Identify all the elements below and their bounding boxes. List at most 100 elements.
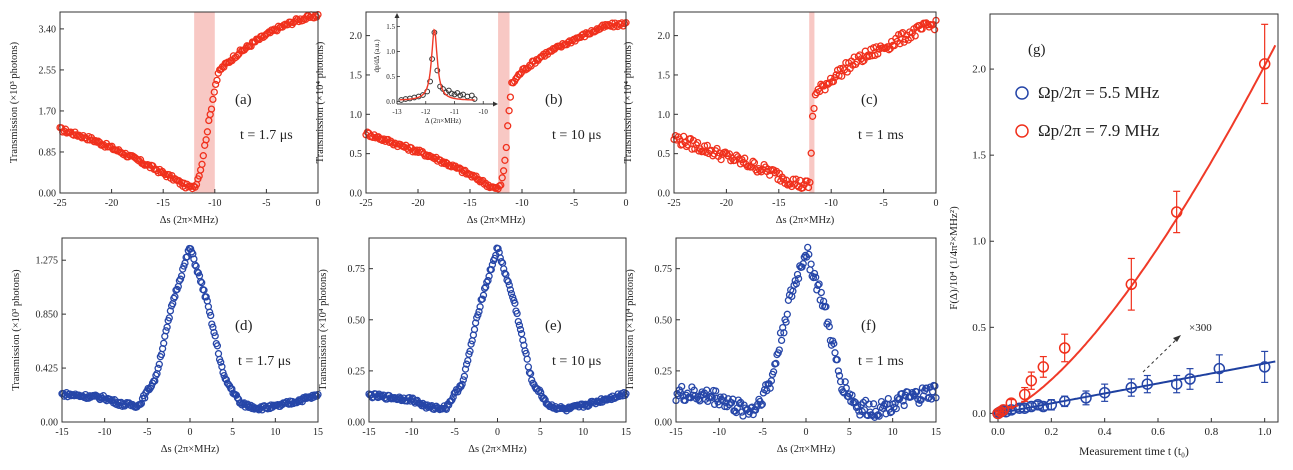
panel-d-xtick-label: 15 (313, 427, 323, 438)
panel-e-data-point (601, 396, 609, 404)
panel-a-data-point (202, 136, 210, 144)
panel-f-data-point (735, 399, 744, 408)
panel-b-data-point (505, 107, 513, 115)
panel-f-data-point (892, 404, 900, 413)
panel-e-data-point (524, 363, 533, 371)
panel-d-data-point (205, 308, 214, 316)
panel-b-data-point (506, 93, 515, 101)
panel-e-data-point (471, 319, 480, 327)
panel-f-data-point (708, 393, 716, 402)
panel-f-label: (f) (861, 318, 876, 334)
panel-e-data-point (461, 365, 470, 373)
panel-a-data-point (210, 88, 218, 96)
panel-c-data-point (700, 142, 709, 150)
panel-f-data-point (874, 411, 882, 419)
panel-b-ytick-label: 0.5 (350, 149, 363, 160)
panel-d-ylabel: Transmission (×10³ photons) (11, 269, 22, 391)
panel-d-xtick-label: -15 (55, 427, 68, 438)
panel-f-data-point (848, 391, 856, 399)
panel-b-xtick-label: 0 (624, 198, 629, 209)
panel-e-data-point (507, 289, 516, 298)
panel-e-data-point (511, 299, 519, 307)
panel-d-data-point (217, 358, 225, 366)
panel-e-data-point (525, 368, 534, 377)
panel-e-data-point (537, 388, 545, 397)
panel-a-xtick-label: -25 (53, 198, 66, 209)
panel-c-data-point (839, 64, 847, 72)
panel-f-xlabel: Δs (2π×MHz) (777, 444, 836, 455)
panel-g-data-point-blue (1125, 381, 1138, 394)
panel-b-data-point (468, 173, 476, 181)
inset-xtick-label: -10 (479, 108, 489, 116)
panel-e-xtick-label: -15 (362, 427, 375, 438)
panel-b-shaded-band (498, 12, 510, 193)
panel-f-data-point (805, 250, 813, 259)
panel-g-ytick-label: 1.5 (972, 150, 986, 162)
panel-g-ytick-label: 2.0 (972, 64, 986, 76)
panel-a-data-point (91, 137, 100, 145)
panel-e-data-point (621, 391, 629, 400)
panel-g: 0.0 0.2 0.4 0.6 0.8 1.0 0.0 0.5 1.0 1.5 2.0 Measure… (948, 13, 1279, 458)
inset-xtick-label: -11 (450, 108, 460, 116)
panel-g-data-point-red (1058, 342, 1071, 354)
panel-e-xtick-label: 5 (538, 427, 543, 438)
panel-b-data-point (501, 156, 509, 164)
panel-d-xtick-label: 5 (230, 427, 235, 438)
panel-f-data-point (833, 356, 841, 364)
panel-f-xtick-label: 5 (847, 427, 852, 438)
panel-e-data-point (514, 317, 522, 326)
panel-d-xtick-label: -10 (98, 427, 111, 438)
panel-d-data-point (211, 332, 219, 340)
panel-c-data-point (749, 157, 757, 165)
inset-data-point (471, 96, 478, 102)
panel-g-data-point-blue (1213, 362, 1226, 375)
panel-d-data-point (208, 320, 216, 328)
panel-d-data-point (154, 364, 162, 372)
panel-e-label: (e) (545, 318, 562, 334)
panel-a-data-point (207, 105, 216, 113)
panel-d-data-point (163, 323, 171, 331)
inset-background (387, 16, 495, 126)
panel-d-time-annotation: t = 1.7 μs (238, 354, 291, 369)
panel-f-data-point (777, 336, 786, 345)
panel-f-data-point (875, 412, 883, 420)
panel-g-ytick-label: 1.0 (972, 236, 986, 248)
panel-c-data-point (907, 34, 915, 42)
panel-e-xtick-label: 15 (621, 427, 631, 438)
panel-g-data-point-blue (1045, 399, 1058, 411)
panel-e-frame (368, 237, 627, 423)
panel-g-fit-line-red (997, 44, 1277, 415)
panel-d-data-point (214, 350, 223, 358)
panel-e-xtick-label: -5 (450, 427, 458, 438)
panel-g-data-point-red (1170, 206, 1183, 218)
panel-a-data-point (233, 51, 242, 60)
panel-d-data-point (234, 395, 243, 403)
panel-g-data-point-blue (1025, 400, 1038, 413)
panel-f-data-point (825, 322, 833, 331)
panel-e-data-point (476, 303, 484, 311)
panel-g-data-point-blue (1258, 361, 1271, 373)
panel-g-xlabel: Measurement time t (t₀) (1079, 446, 1189, 458)
panel-a-ylabel: Transmission (×10³ photons) (9, 41, 20, 163)
panel-f-data-point (836, 378, 845, 386)
panel-f-xtick-label: 0 (804, 427, 809, 438)
panel-b-data-point (502, 143, 510, 152)
panel-c-ytick-label: 1.0 (658, 110, 671, 121)
panel-e-data-point (460, 372, 469, 380)
panel-g-arrowhead (1173, 335, 1181, 342)
panel-e-data-point (483, 278, 491, 286)
panel-f-data-point (869, 400, 878, 408)
panel-b-data-point (499, 167, 508, 175)
inset-data-point (420, 92, 426, 98)
panel-e-data-point (494, 244, 502, 253)
panel-f-data-point (783, 310, 791, 318)
panel-d-xtick-label: 0 (188, 427, 193, 438)
panel-c-data-point (829, 77, 838, 86)
panel-f-ytick-label: 0.00 (655, 418, 673, 429)
panel-f-data-point (824, 318, 832, 326)
panel-b-ytick-label: 1.0 (350, 110, 363, 121)
panel-c-time-annotation: t = 1 ms (858, 128, 904, 143)
panel-e-ytick-label: 0.50 (348, 315, 366, 326)
panel-b-ytick-label: 2.0 (350, 31, 363, 42)
panel-f-data-point (812, 273, 820, 281)
